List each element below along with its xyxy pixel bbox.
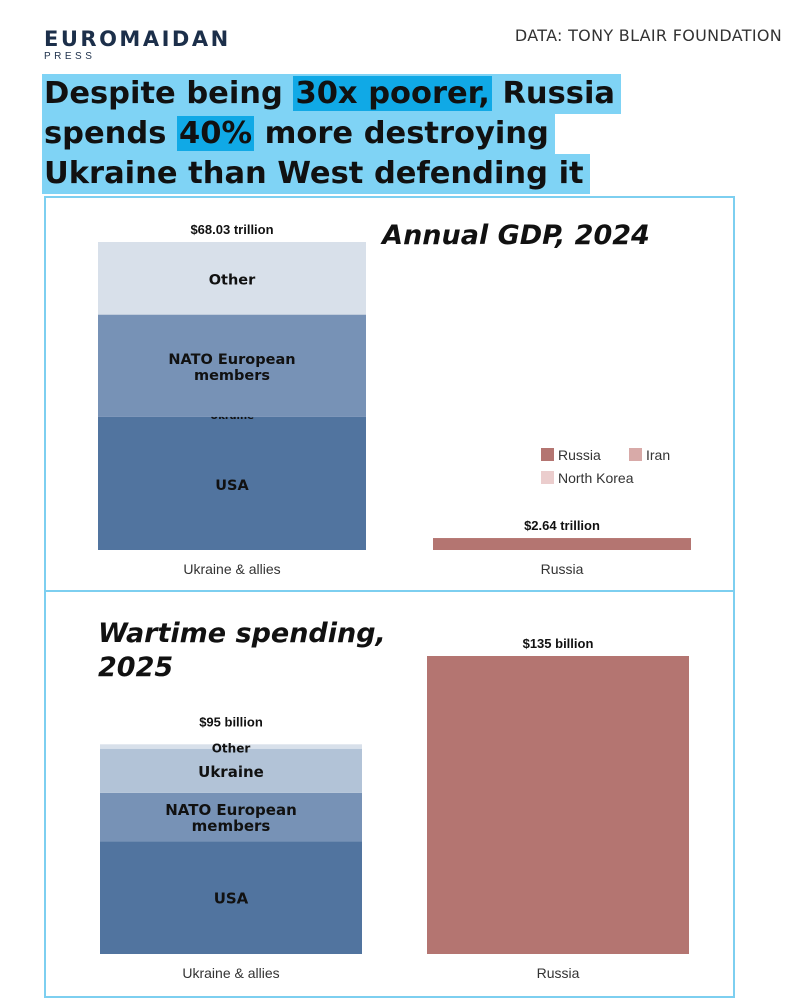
- bar-segment-usa: [100, 841, 362, 954]
- bar-segment-usa: [98, 417, 366, 550]
- segment-label-usa: USA: [214, 890, 249, 908]
- brand-name: EUROMAIDAN: [44, 27, 231, 51]
- bar-segment-russia: [433, 538, 691, 550]
- spending-chart: Wartime spending,2025 USA NATO Europeanmem…: [98, 618, 689, 981]
- headline: Despite being 30x poorer, Russia spends …: [42, 74, 682, 194]
- headline-line-2: spends 40% more destroying: [42, 114, 555, 154]
- category-label-russia: Russia: [537, 965, 580, 981]
- legend-label-iran: Iran: [646, 447, 670, 463]
- bar-segment-other: [98, 242, 366, 315]
- headline-highlight-percent: 40%: [177, 116, 255, 151]
- headline-text: Russia: [491, 76, 615, 111]
- segment-label-nato-european-members: NATO European: [168, 352, 295, 368]
- headline-line-3: Ukraine than West defending it: [42, 154, 590, 194]
- spending-chart-title: 2025: [98, 652, 173, 683]
- headline-text: more destroying: [254, 116, 549, 151]
- headline-line-1: Despite being 30x poorer, Russia: [42, 74, 621, 114]
- data-source: DATA: TONY BLAIR FOUNDATION: [514, 26, 782, 45]
- legend-swatch-iran: [629, 448, 642, 461]
- legend-label-north-korea: North Korea: [558, 470, 634, 486]
- segment-label-usa: USA: [215, 478, 249, 494]
- gdp-chart-title: Annual GDP, 2024: [380, 220, 650, 251]
- bar-segment-other: [100, 744, 362, 749]
- gdp-chart-panel: Annual GDP, 2024USAUkraineNATO Europeanm…: [44, 196, 735, 592]
- legend-swatch-north-korea: [541, 471, 554, 484]
- spending-chart-title: Wartime spending,: [98, 618, 386, 649]
- total-label-russia: $135 billion: [523, 636, 594, 651]
- brand-sub: PRESS: [44, 51, 96, 62]
- bar-segment-ukraine: [100, 748, 362, 793]
- legend-label-russia: Russia: [558, 447, 601, 463]
- category-label-ukraine-allies: Ukraine & allies: [183, 561, 280, 577]
- segment-label-nato-european-members: members: [194, 368, 270, 384]
- total-label-russia: $2.64 trillion: [524, 518, 600, 533]
- headline-text: Despite being: [44, 76, 294, 111]
- category-label-ukraine-allies: Ukraine & allies: [182, 965, 279, 981]
- segment-label-other: Other: [209, 272, 256, 288]
- segment-label-other: Other: [212, 741, 251, 755]
- headline-text: spends: [44, 116, 177, 151]
- brand-logo: EUROMAIDAN PRESS: [44, 28, 231, 63]
- segment-label-nato-european-members: NATO European: [165, 801, 297, 819]
- bar-segment-russia: [427, 656, 689, 954]
- category-label-russia: Russia: [541, 561, 584, 577]
- segment-label-nato-european-members: members: [192, 817, 271, 835]
- bar-segment-nato-european-members: [100, 792, 362, 842]
- total-label-ukraine-allies: $95 billion: [199, 714, 263, 729]
- bar-segment-ukraine: [98, 416, 366, 419]
- headline-highlight-poorer: 30x poorer,: [293, 76, 492, 111]
- total-label-ukraine-allies: $68.03 trillion: [190, 222, 273, 237]
- gdp-chart: Annual GDP, 2024USAUkraineNATO Europeanm…: [98, 220, 691, 577]
- bar-segment-nato-european-members: [98, 314, 366, 417]
- spending-chart-panel: Wartime spending, 2025 USA NATO European mem…: [44, 590, 735, 998]
- legend-swatch-russia: [541, 448, 554, 461]
- segment-label-ukraine: Ukraine: [198, 763, 264, 781]
